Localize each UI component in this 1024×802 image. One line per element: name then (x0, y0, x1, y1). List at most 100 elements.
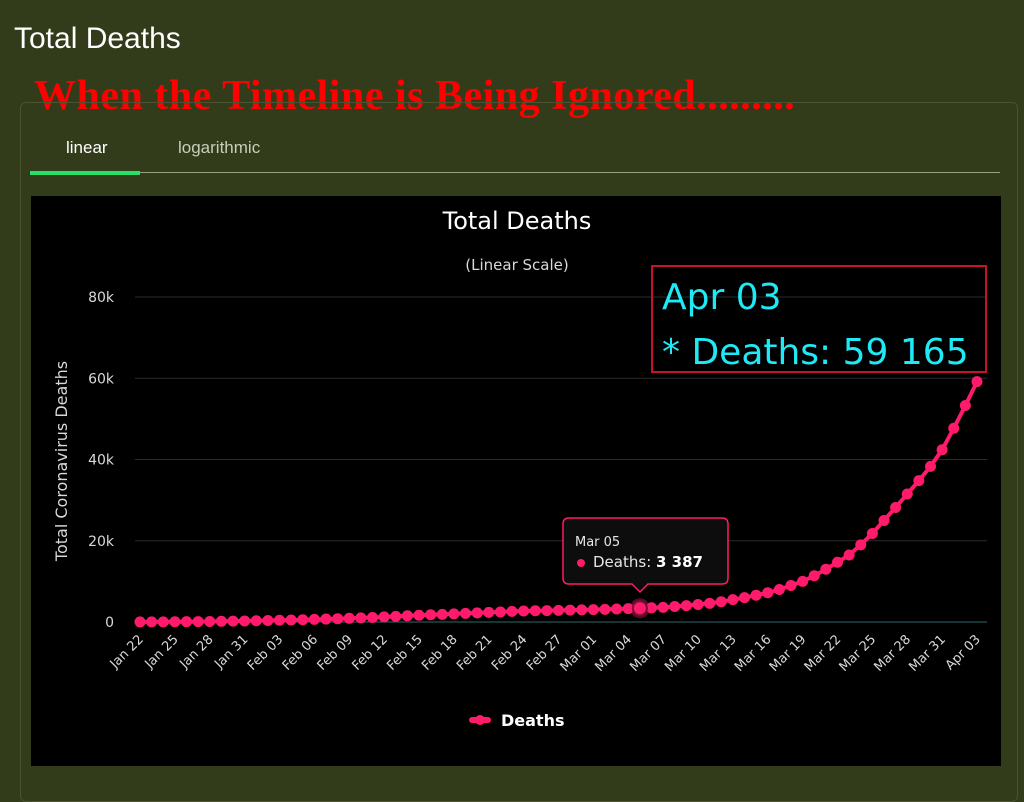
data-point (157, 616, 169, 628)
annotation-callout: Apr 03 * Deaths: 59 165 (651, 265, 987, 373)
data-point (832, 556, 843, 568)
data-point (448, 608, 460, 620)
data-point (250, 615, 262, 627)
data-point (192, 616, 204, 628)
data-point (367, 611, 378, 623)
data-point (622, 603, 634, 615)
tab-divider (30, 172, 1000, 173)
data-point (355, 612, 367, 624)
data-point (343, 612, 355, 624)
data-point (925, 460, 936, 472)
data-point (890, 501, 902, 513)
data-point (669, 600, 681, 612)
data-point (239, 615, 251, 627)
x-tick-label: Jan 31 (211, 632, 251, 672)
data-point (773, 584, 785, 595)
data-point (320, 613, 332, 625)
data-point (971, 376, 983, 388)
data-point (483, 606, 495, 618)
x-tick-label: Mar 10 (662, 632, 705, 675)
legend-marker (475, 715, 485, 725)
x-tick-label: Feb 24 (489, 632, 531, 674)
data-point (878, 514, 890, 526)
data-point (460, 607, 471, 619)
x-tick-label: Jan 22 (107, 632, 147, 672)
data-point (308, 613, 320, 625)
data-point (204, 615, 216, 627)
data-point (692, 599, 704, 611)
data-point (657, 601, 669, 613)
data-point (506, 605, 518, 617)
x-tick-label: Mar 01 (558, 632, 601, 675)
data-point (494, 606, 506, 618)
x-tick-label: Jan 25 (142, 632, 182, 672)
data-point (797, 575, 809, 587)
data-point (401, 610, 413, 622)
x-tick-label: Feb 12 (349, 632, 391, 674)
series-deaths (134, 376, 983, 628)
tooltip-series-label: Deaths: 3 387 (593, 553, 703, 571)
data-point (855, 539, 867, 551)
data-point (599, 603, 611, 615)
data-point (762, 587, 774, 599)
data-point (471, 607, 483, 619)
data-point (553, 604, 564, 616)
chart-container: Total Deaths (Linear Scale) Total Corona… (31, 196, 1001, 766)
data-point (750, 589, 762, 601)
chart-svg: Total Deaths (Linear Scale) Total Corona… (52, 207, 987, 730)
data-point (587, 604, 599, 616)
chart-title: Total Deaths (442, 207, 592, 235)
x-tick-label: Feb 09 (315, 632, 357, 674)
series-line-deaths (140, 380, 979, 624)
tab-active-indicator (30, 171, 140, 175)
data-point (680, 600, 692, 612)
data-point (820, 563, 832, 575)
data-point (518, 605, 530, 617)
data-point (808, 570, 820, 582)
data-point (390, 610, 402, 622)
highlight-point (631, 600, 648, 617)
tooltip-date: Mar 05 (575, 535, 620, 550)
data-point (704, 597, 716, 609)
data-point (285, 614, 297, 626)
callout-box (651, 265, 987, 373)
data-point (146, 616, 158, 628)
data-point (181, 616, 192, 628)
data-point (936, 444, 948, 456)
data-point (541, 605, 553, 617)
data-point (425, 609, 437, 621)
x-tick-label: Mar 25 (837, 632, 880, 675)
data-point (913, 475, 925, 487)
chart-subtitle: (Linear Scale) (465, 256, 568, 274)
tooltip-series-name: Deaths (593, 553, 646, 571)
y-tick-label: 20k (88, 534, 115, 550)
data-point (843, 549, 855, 561)
y-tick-label: 40k (88, 453, 115, 469)
x-tick-label: Jan 28 (176, 632, 216, 672)
x-tick-label: Apr 03 (943, 632, 984, 673)
x-tick-label: Feb 15 (384, 632, 426, 674)
data-point (576, 604, 588, 616)
hover-tooltip: Mar 05 Deaths: 3 387 (562, 517, 729, 594)
tooltip-colon: : (646, 553, 656, 571)
y-tick-label: 0 (105, 615, 114, 631)
tab-linear[interactable]: linear (66, 138, 108, 157)
tab-logarithmic[interactable]: logarithmic (178, 138, 261, 157)
x-tick-label: Feb 21 (454, 632, 496, 674)
x-tick-label: Mar 28 (872, 632, 915, 675)
y-axis-label: Total Coronavirus Deaths (52, 361, 71, 562)
callout-line-date: Apr 03 (662, 277, 782, 318)
y-tick-label: 60k (88, 371, 115, 387)
x-tick-label: Feb 06 (280, 632, 322, 674)
x-tick-label: Feb 03 (245, 632, 287, 674)
data-point (332, 613, 344, 625)
data-point (564, 604, 576, 616)
overlay-banner-caption: When the Timeline is Being Ignored......… (34, 73, 796, 119)
data-point (215, 615, 227, 627)
x-tick-label: Mar 13 (697, 632, 740, 675)
legend-label-deaths: Deaths (501, 711, 565, 730)
legend[interactable]: Deaths (469, 711, 565, 730)
data-point (297, 614, 309, 626)
page-title: Total Deaths (14, 22, 181, 55)
data-point (785, 579, 797, 591)
